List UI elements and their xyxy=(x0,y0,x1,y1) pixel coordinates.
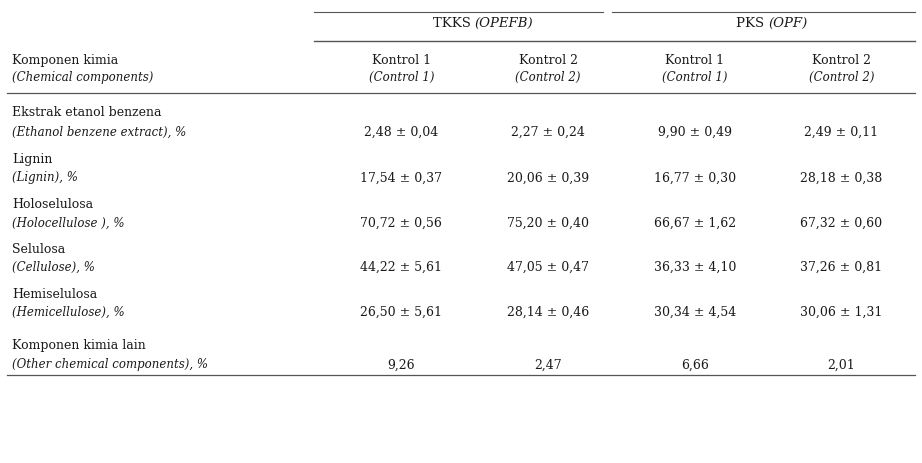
Text: 37,26 ± 0,81: 37,26 ± 0,81 xyxy=(800,261,882,274)
Text: Komponen kimia lain: Komponen kimia lain xyxy=(12,338,146,351)
Text: 28,14 ± 0,46: 28,14 ± 0,46 xyxy=(507,306,589,319)
Text: (Control 2): (Control 2) xyxy=(809,70,874,83)
Text: 36,33 ± 4,10: 36,33 ± 4,10 xyxy=(654,261,736,274)
Text: (Chemical components): (Chemical components) xyxy=(12,70,153,83)
Text: Hemiselulosa: Hemiselulosa xyxy=(12,287,97,300)
Text: 70,72 ± 0,56: 70,72 ± 0,56 xyxy=(361,216,443,229)
Text: 9,26: 9,26 xyxy=(387,358,415,371)
Text: 30,06 ± 1,31: 30,06 ± 1,31 xyxy=(800,306,882,319)
Text: 9,90 ± 0,49: 9,90 ± 0,49 xyxy=(657,125,732,138)
Text: 20,06 ± 0,39: 20,06 ± 0,39 xyxy=(507,171,589,184)
Text: 30,34 ± 4,54: 30,34 ± 4,54 xyxy=(654,306,736,319)
Text: (Control 2): (Control 2) xyxy=(515,70,581,83)
Text: (Lignin), %: (Lignin), % xyxy=(12,171,77,184)
Text: 17,54 ± 0,37: 17,54 ± 0,37 xyxy=(361,171,443,184)
Text: 44,22 ± 5,61: 44,22 ± 5,61 xyxy=(361,261,443,274)
Text: Selulosa: Selulosa xyxy=(12,243,65,256)
Text: Kontrol 1: Kontrol 1 xyxy=(665,53,725,66)
Text: PKS: PKS xyxy=(736,17,768,30)
Text: Kontrol 1: Kontrol 1 xyxy=(372,53,431,66)
Text: (Control 1): (Control 1) xyxy=(662,70,727,83)
Text: (Holocellulose ), %: (Holocellulose ), % xyxy=(12,216,124,229)
Text: 2,27 ± 0,24: 2,27 ± 0,24 xyxy=(511,125,585,138)
Text: (Hemicellulose), %: (Hemicellulose), % xyxy=(12,306,124,319)
Text: 2,47: 2,47 xyxy=(534,358,561,371)
Text: 67,32 ± 0,60: 67,32 ± 0,60 xyxy=(800,216,882,229)
Text: Komponen kimia: Komponen kimia xyxy=(12,53,118,66)
Text: Kontrol 2: Kontrol 2 xyxy=(812,53,870,66)
Text: (Cellulose), %: (Cellulose), % xyxy=(12,261,95,274)
Text: 26,50 ± 5,61: 26,50 ± 5,61 xyxy=(361,306,443,319)
Text: (Ethanol benzene extract), %: (Ethanol benzene extract), % xyxy=(12,125,186,138)
Text: 2,01: 2,01 xyxy=(827,358,856,371)
Text: 16,77 ± 0,30: 16,77 ± 0,30 xyxy=(654,171,736,184)
Text: Lignin: Lignin xyxy=(12,153,53,166)
Text: TKKS: TKKS xyxy=(432,17,475,30)
Text: Ekstrak etanol benzena: Ekstrak etanol benzena xyxy=(12,106,161,119)
Text: 28,18 ± 0,38: 28,18 ± 0,38 xyxy=(800,171,882,184)
Text: (Other chemical components), %: (Other chemical components), % xyxy=(12,358,208,371)
Text: 66,67 ± 1,62: 66,67 ± 1,62 xyxy=(654,216,736,229)
Text: (OPF): (OPF) xyxy=(768,17,808,30)
Text: 2,49 ± 0,11: 2,49 ± 0,11 xyxy=(804,125,879,138)
Text: Holoselulosa: Holoselulosa xyxy=(12,198,93,211)
Text: 47,05 ± 0,47: 47,05 ± 0,47 xyxy=(507,261,589,274)
Text: (Control 1): (Control 1) xyxy=(369,70,434,83)
Text: 6,66: 6,66 xyxy=(680,358,709,371)
Text: (OPEFB): (OPEFB) xyxy=(475,17,533,30)
Text: Kontrol 2: Kontrol 2 xyxy=(518,53,577,66)
Text: 75,20 ± 0,40: 75,20 ± 0,40 xyxy=(507,216,589,229)
Text: 2,48 ± 0,04: 2,48 ± 0,04 xyxy=(364,125,439,138)
